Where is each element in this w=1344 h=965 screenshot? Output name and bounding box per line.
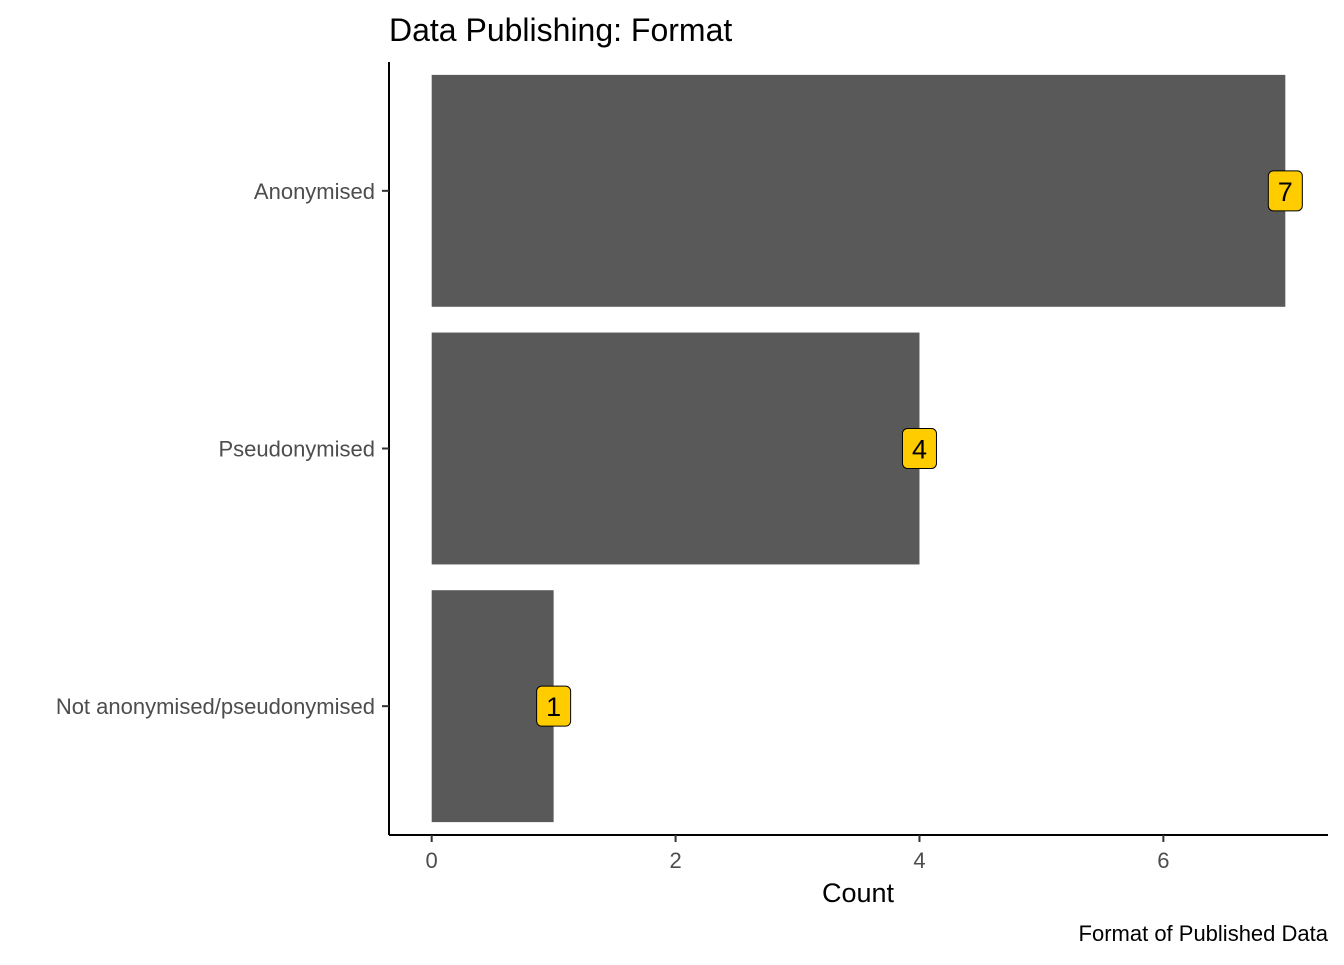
bar-not-anonymised-pseudonymised xyxy=(431,590,554,823)
data-labels-layer: 7 4 1 xyxy=(536,170,1303,727)
data-label-text: 4 xyxy=(912,435,927,465)
x-tick-label: 2 xyxy=(669,848,681,873)
bar-anonymised xyxy=(431,74,1286,307)
x-tick-label: 0 xyxy=(426,848,438,873)
data-label-box xyxy=(1267,170,1303,212)
data-label: 1 xyxy=(536,685,572,727)
bars-layer xyxy=(431,74,1286,823)
data-label-box xyxy=(536,685,572,727)
y-tick-label: Not anonymised/pseudonymised xyxy=(56,694,375,719)
data-label-text: 1 xyxy=(546,692,561,722)
x-tick-label: 4 xyxy=(913,848,925,873)
data-label: 7 xyxy=(1267,170,1303,212)
chart-title: Data Publishing: Format xyxy=(389,12,732,48)
y-tick-label: Anonymised xyxy=(254,179,375,204)
chart-caption: Format of Published Data xyxy=(1079,921,1329,946)
x-axis-title: Count xyxy=(822,878,895,908)
x-tick-label: 6 xyxy=(1157,848,1169,873)
data-label: 4 xyxy=(901,428,937,469)
y-tick-label: Pseudonymised xyxy=(218,437,375,462)
bar-pseudonymised xyxy=(431,332,920,565)
axes-layer: Anonymised Pseudonymised Not anonymised/ps… xyxy=(56,62,1328,873)
data-label-text: 7 xyxy=(1278,177,1293,207)
data-label-box xyxy=(901,428,937,469)
